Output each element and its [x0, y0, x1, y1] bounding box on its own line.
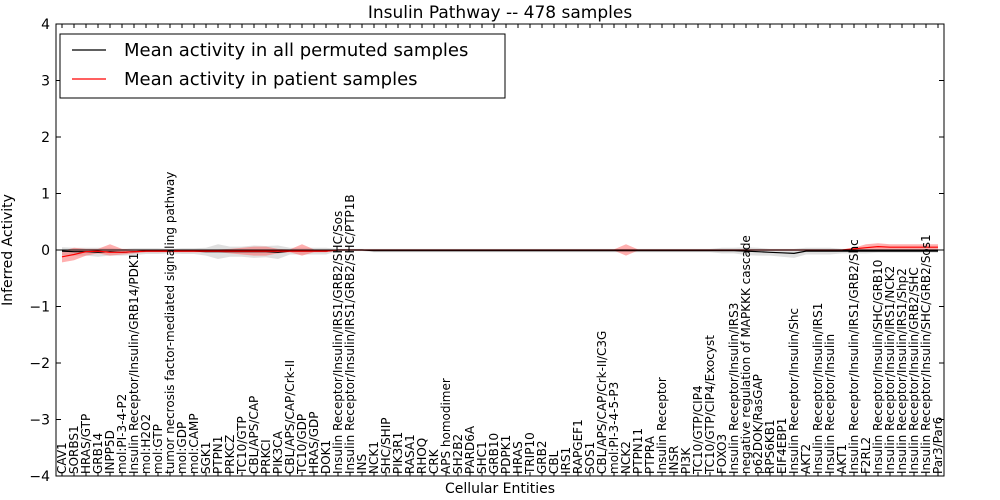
- x-tick-label: Insulin Receptor: [655, 377, 669, 474]
- x-tick-label: RAPGEF1: [571, 419, 585, 474]
- x-tick-label: Insulin Receptor/Insulin/IRS1/NCK2: [883, 266, 897, 474]
- confidence-bands: [62, 243, 938, 263]
- x-tick-label: GRB14: [91, 433, 105, 474]
- band-patient: [62, 243, 938, 263]
- x-tick-label: GRB10: [487, 433, 501, 474]
- chart-title: Insulin Pathway -- 478 samples: [368, 3, 633, 23]
- y-tick-label: −2: [29, 356, 50, 372]
- x-tick-label: TC10/GTP: [235, 416, 249, 475]
- legend-box: [59, 33, 506, 99]
- x-tick-label: SH2B2: [451, 434, 465, 474]
- x-tick-label: CAV1: [55, 442, 69, 474]
- x-tick-label: negative regulation of MAPKKK cascade: [739, 235, 753, 474]
- legend: Mean activity in all permuted samples Me…: [59, 33, 506, 99]
- x-tick-label: CBL/APS/CAP: [247, 396, 261, 474]
- x-axis-ticks: [61, 24, 939, 476]
- x-tick-label: GRB2: [535, 440, 549, 474]
- y-tick-label: −4: [29, 469, 50, 485]
- legend-label-patient: Mean activity in patient samples: [124, 69, 418, 90]
- x-tick-label: SOS1: [583, 442, 597, 474]
- x-tick-label: NCK2: [619, 441, 633, 474]
- x-tick-label: mol:PI-3-4-5-P3: [607, 382, 621, 474]
- x-tick-label: FOXO3: [715, 434, 729, 474]
- x-tick-label: Insulin Receptor/Insulin/SHC/GRB10: [871, 260, 885, 474]
- x-tick-label: tumor necrosis factor-mediated signaling…: [163, 172, 177, 474]
- x-tick-label: PRKCI: [259, 439, 273, 474]
- x-tick-label: INSR: [667, 446, 681, 474]
- x-tick-label: Insulin Receptor/Insulin/IRS3: [727, 303, 741, 474]
- x-tick-label: SHC1: [475, 441, 489, 474]
- x-tick-label: Insulin Receptor/Insulin: [823, 334, 837, 474]
- plot-frame: [55, 23, 945, 477]
- x-tick-label: CRK: [427, 448, 441, 474]
- x-tick-label: CBL: [547, 450, 561, 474]
- x-tick-label: IRS1: [559, 447, 573, 474]
- x-tick-label: NCK1: [367, 441, 381, 474]
- x-tick-label: PIK3R1: [391, 432, 405, 474]
- x-tick-label: PTPN1: [211, 436, 225, 474]
- x-tick-label: TRIP10: [523, 432, 537, 475]
- y-tick-label: −1: [29, 300, 50, 316]
- x-tick-label: mol:CAMP: [187, 413, 201, 474]
- x-tick-label: HRAS/GDP: [307, 411, 321, 474]
- x-tick-label: TC10/GTP/CIP4/Exocyst: [703, 335, 717, 475]
- x-tick-label: PTPN11: [631, 428, 645, 474]
- x-tick-label: APS homodimer: [439, 378, 453, 474]
- x-tick-label: PIK3CA: [271, 430, 285, 474]
- y-tick-label: 4: [41, 17, 50, 33]
- y-tick-label: 3: [41, 74, 50, 90]
- x-tick-label: RPS6KB1: [763, 419, 777, 474]
- y-tick-label: −3: [29, 413, 50, 429]
- x-tick-label: CBL/APS/CAP/Crk-II: [283, 360, 297, 474]
- y-tick-label: 0: [41, 243, 50, 259]
- x-tick-label: HRAS/GTP: [79, 414, 93, 474]
- x-tick-label: PRKCZ: [223, 435, 237, 474]
- x-tick-label: CBL/APS/CAP/Crk-II/C3G: [595, 331, 609, 474]
- x-tick-label: PARD6A: [463, 425, 477, 474]
- y-tick-label: 2: [41, 130, 50, 146]
- x-tick-label: Insulin Receptor/Insulin/GRB2/SHC: [907, 267, 921, 474]
- x-axis-tick-labels: CAV1SORBS1HRAS/GTPGRB14INPP5Dmol:PI-3-4-…: [55, 172, 945, 475]
- x-tick-label: SGK1: [199, 442, 213, 474]
- x-tick-label: AKT2: [799, 444, 813, 474]
- x-tick-label: Par3/Par6: [931, 417, 945, 474]
- y-axis-label: Inferred Activity: [0, 194, 16, 306]
- x-tick-label: Insulin Receptor/Insulin/SHC/GRB2/Sos1: [919, 234, 933, 474]
- x-tick-label: EIF4EBP1: [775, 418, 789, 474]
- x-tick-label: TC10/GDP: [295, 414, 309, 475]
- band-permuted: [62, 244, 938, 259]
- x-tick-label: Insulin Receptor/Insulin/IRS1/GRB2/Shc: [847, 239, 861, 474]
- x-tick-label: SORBS1: [67, 425, 81, 474]
- x-tick-label: Insulin Receptor/Insulin/IRS1/Shp2: [895, 268, 909, 474]
- x-tick-label: RHOQ: [415, 438, 429, 474]
- x-tick-label: TC10/GTP/CIP4: [691, 385, 705, 475]
- x-tick-label: F2RL2: [859, 437, 873, 474]
- x-tick-label: Insulin Receptor/Insulin/GRB14/PDK1: [127, 253, 141, 474]
- x-tick-label: HRAS: [511, 441, 525, 474]
- x-tick-label: p62DOK/RasGAP: [751, 374, 765, 474]
- x-tick-label: mol:H2O2: [139, 414, 153, 474]
- x-tick-label: INS: [355, 454, 369, 474]
- x-tick-label: INPP5D: [103, 430, 117, 474]
- x-tick-label: DOK1: [319, 440, 333, 474]
- x-tick-label: Insulin Receptor/Insulin/IRS1/GRB2/SHC/S…: [331, 211, 345, 474]
- x-tick-label: PDPK1: [499, 435, 513, 474]
- legend-label-permuted: Mean activity in all permuted samples: [124, 40, 468, 61]
- x-tick-label: mol:GTP: [151, 424, 165, 474]
- x-tick-label: PTPRA: [643, 435, 657, 474]
- x-axis-label: Cellular Entities: [445, 481, 555, 497]
- y-tick-label: 1: [41, 187, 50, 203]
- x-tick-label: mol:PI-3-4-P2: [115, 394, 129, 474]
- x-tick-label: Insulin Receptor/Insulin/IRS1: [811, 303, 825, 474]
- x-tick-label: Insulin Receptor/Insulin/Shc: [787, 308, 801, 474]
- x-tick-label: Insulin Receptor/Insulin/IRS1/GRB2/SHC/P…: [343, 194, 357, 474]
- x-tick-label: SHC/SHIP: [379, 418, 393, 474]
- x-tick-label: AKT1: [835, 444, 849, 474]
- y-axis-ticks: 4 3 2 1 0 −1 −2 −3 −4: [29, 17, 944, 485]
- x-tick-label: RASA1: [403, 434, 417, 474]
- x-tick-label: mol:GDP: [175, 422, 189, 474]
- x-tick-label: PI3K: [679, 447, 693, 474]
